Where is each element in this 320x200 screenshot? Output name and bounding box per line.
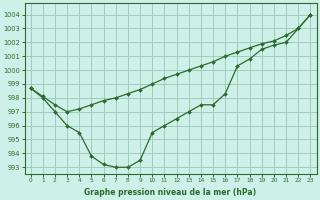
X-axis label: Graphe pression niveau de la mer (hPa): Graphe pression niveau de la mer (hPa) xyxy=(84,188,257,197)
